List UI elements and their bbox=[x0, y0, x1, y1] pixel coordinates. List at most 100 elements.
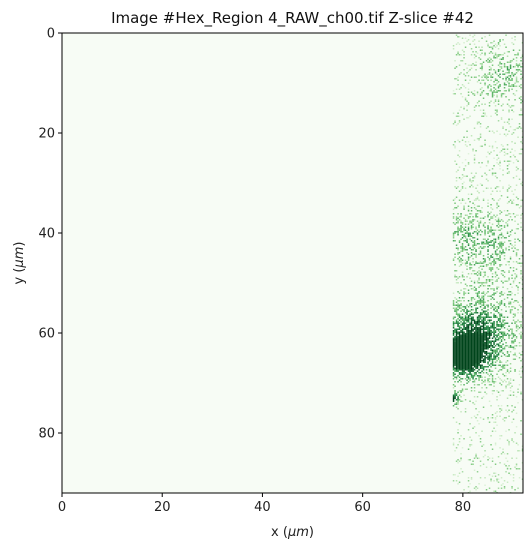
image-pixel bbox=[475, 273, 477, 275]
image-pixel bbox=[488, 316, 491, 318]
image-pixel bbox=[457, 328, 459, 330]
image-pixel bbox=[457, 381, 459, 383]
image-pixel bbox=[499, 301, 501, 303]
image-pixel bbox=[463, 292, 465, 294]
image-pixel bbox=[490, 352, 492, 354]
image-pixel bbox=[461, 237, 464, 239]
image-pixel bbox=[500, 252, 503, 254]
image-pixel bbox=[512, 105, 515, 107]
image-pixel bbox=[478, 457, 480, 459]
image-pixel bbox=[464, 339, 467, 341]
image-pixel bbox=[494, 91, 497, 93]
image-pixel bbox=[470, 333, 473, 335]
image-pixel bbox=[508, 160, 510, 162]
image-pixel bbox=[508, 78, 510, 80]
image-pixel bbox=[490, 358, 492, 360]
image-pixel bbox=[481, 87, 483, 89]
image-pixel bbox=[484, 259, 486, 261]
image-pixel bbox=[521, 333, 523, 335]
image-pixel bbox=[452, 235, 455, 237]
image-pixel bbox=[460, 258, 462, 260]
image-pixel bbox=[497, 357, 500, 359]
image-pixel bbox=[494, 292, 497, 294]
image-pixel bbox=[478, 331, 480, 333]
image-pixel bbox=[458, 351, 461, 353]
image-pixel bbox=[479, 360, 482, 362]
image-pixel bbox=[503, 154, 506, 156]
image-pixel bbox=[473, 375, 476, 377]
image-pixel bbox=[512, 93, 515, 95]
image-pixel bbox=[472, 367, 474, 369]
image-pixel bbox=[476, 52, 479, 54]
image-pixel bbox=[499, 438, 501, 440]
image-pixel bbox=[490, 348, 492, 350]
image-pixel bbox=[518, 327, 521, 329]
image-pixel bbox=[473, 298, 476, 300]
image-pixel bbox=[490, 333, 492, 335]
image-pixel bbox=[472, 309, 474, 311]
image-pixel bbox=[452, 444, 455, 446]
image-pixel bbox=[463, 331, 465, 333]
image-pixel bbox=[467, 310, 470, 312]
image-pixel bbox=[488, 153, 491, 155]
image-pixel bbox=[466, 354, 468, 356]
image-pixel bbox=[452, 396, 455, 398]
image-pixel bbox=[461, 319, 464, 321]
image-pixel bbox=[457, 346, 459, 348]
image-pixel bbox=[500, 349, 503, 351]
image-pixel bbox=[503, 63, 506, 65]
image-pixel bbox=[496, 351, 498, 353]
image-pixel bbox=[478, 100, 480, 102]
plot-frame bbox=[61, 32, 524, 494]
image-pixel bbox=[515, 64, 518, 66]
image-pixel bbox=[502, 145, 504, 147]
image-pixel bbox=[464, 355, 467, 357]
image-pixel bbox=[470, 319, 473, 321]
image-pixel bbox=[482, 300, 485, 302]
image-pixel bbox=[476, 487, 479, 489]
image-pixel bbox=[487, 328, 489, 330]
image-pixel bbox=[469, 367, 471, 369]
image-pixel bbox=[499, 252, 501, 254]
image-pixel bbox=[479, 346, 482, 348]
image-pixel bbox=[497, 99, 500, 101]
image-pixel bbox=[493, 333, 495, 335]
image-pixel bbox=[460, 364, 462, 366]
image-pixel bbox=[464, 346, 467, 348]
image-pixel bbox=[455, 34, 458, 36]
image-pixel bbox=[478, 300, 480, 302]
image-pixel bbox=[485, 336, 488, 338]
image-pixel bbox=[478, 328, 480, 330]
image-pixel bbox=[463, 51, 465, 53]
image-pixel bbox=[502, 70, 504, 72]
image-pixel bbox=[461, 360, 464, 362]
image-pixel bbox=[520, 153, 522, 155]
image-pixel bbox=[461, 364, 464, 366]
image-pixel bbox=[481, 93, 483, 95]
image-pixel bbox=[488, 364, 491, 366]
image-pixel bbox=[452, 232, 455, 234]
image-pixel bbox=[463, 309, 465, 311]
image-pixel bbox=[497, 478, 500, 480]
image-pixel bbox=[469, 352, 471, 354]
image-pixel bbox=[469, 349, 471, 351]
image-pixel bbox=[476, 319, 479, 321]
image-pixel bbox=[473, 327, 476, 329]
image-pixel bbox=[517, 301, 519, 303]
image-pixel bbox=[493, 45, 495, 47]
image-pixel bbox=[478, 321, 480, 323]
image-pixel bbox=[506, 103, 509, 105]
image-pixel bbox=[481, 328, 483, 330]
image-pixel bbox=[487, 378, 489, 380]
image-pixel bbox=[484, 144, 486, 146]
image-pixel bbox=[475, 351, 477, 353]
image-pixel bbox=[494, 316, 497, 318]
image-pixel bbox=[481, 337, 483, 339]
image-pixel bbox=[478, 315, 480, 317]
image-pixel bbox=[475, 312, 477, 314]
image-pixel bbox=[469, 360, 471, 362]
image-pixel bbox=[508, 261, 510, 263]
image-pixel bbox=[461, 355, 464, 357]
image-pixel bbox=[487, 151, 489, 153]
image-pixel bbox=[473, 204, 476, 206]
